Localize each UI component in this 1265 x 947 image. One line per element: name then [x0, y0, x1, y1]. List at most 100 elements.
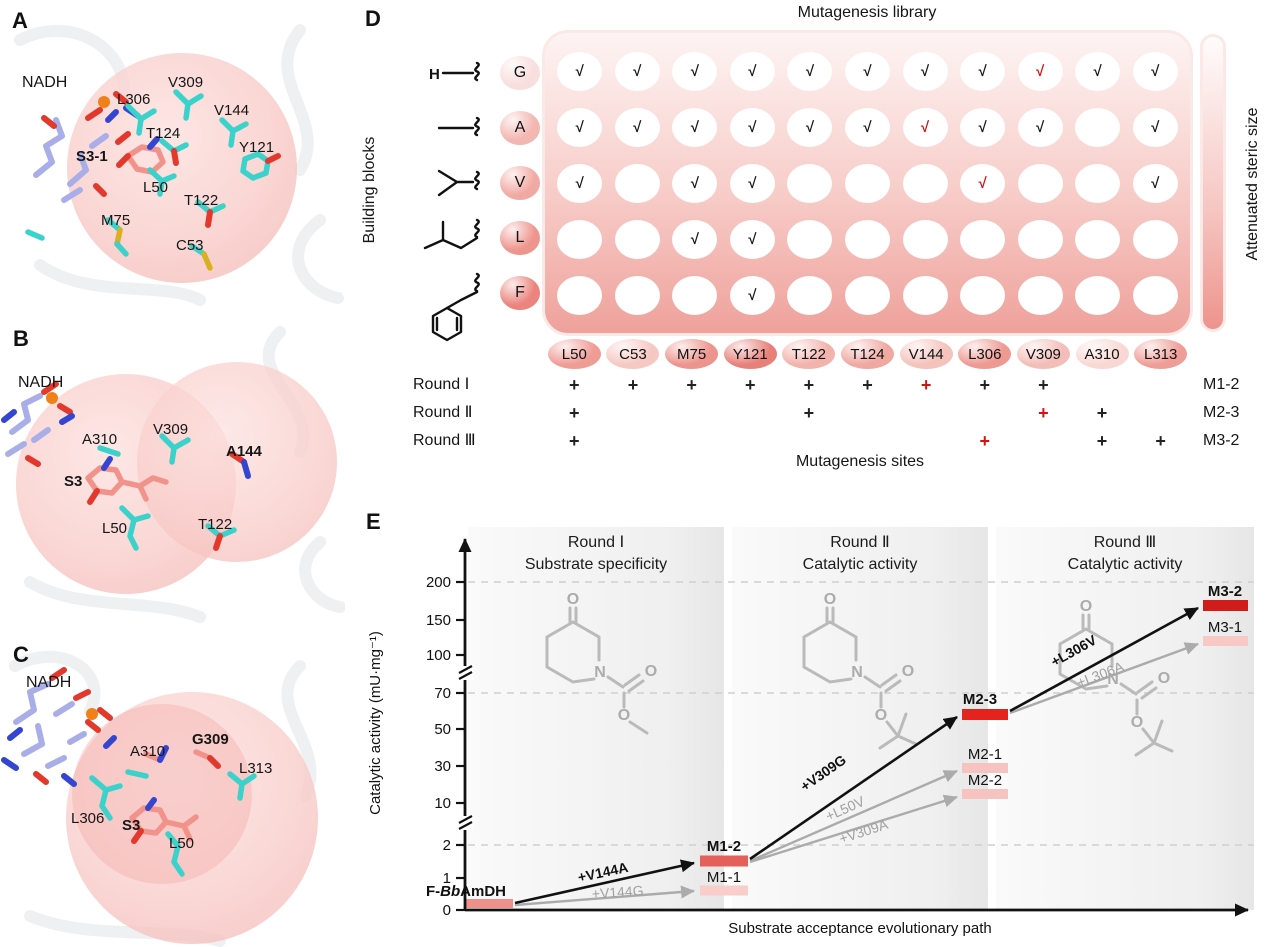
library-well-grid: √ √ √ √ √ √ √ √ √ √ √ √ √ √ √ √ √ √ √ √ √ √ √ √ √ √ √ √ √ — [545, 33, 1190, 333]
check-icon: √ — [690, 62, 699, 80]
svg-text:10: 10 — [434, 795, 451, 812]
round-3-band — [996, 527, 1254, 910]
selection-plus: + — [920, 375, 932, 395]
library-well — [902, 163, 948, 203]
library-title: Mutagenesis library — [797, 4, 937, 21]
residue-label-l50: L50 — [102, 520, 128, 537]
check-icon: √ — [575, 174, 584, 192]
library-well: √ — [729, 163, 775, 203]
panel-b-structure: B NADH A310 V309 A144 S3 L50 T122 — [0, 312, 345, 625]
residue-label-v144: V144 — [214, 102, 250, 119]
round-3-title: Round Ⅲ — [1094, 534, 1157, 551]
check-icon: √ — [748, 230, 757, 248]
ketone-o: O — [567, 591, 579, 608]
library-well: √ — [1132, 107, 1178, 147]
ketone-o: O — [1080, 598, 1092, 615]
phosphorus-atom — [98, 96, 110, 108]
residue-label-t122: T122 — [184, 192, 219, 209]
selection-plus: + — [627, 375, 639, 395]
mutation-label-v144g: +V144G — [591, 882, 644, 902]
selection-plus: + — [1038, 375, 1049, 395]
residue-label-y121: Y121 — [239, 139, 275, 156]
svg-text:0: 0 — [443, 902, 451, 919]
library-well — [844, 275, 890, 315]
arrow-v144a — [514, 859, 695, 905]
library-well: √ — [614, 51, 660, 91]
round-3-plus-row: + + + + — [545, 428, 1190, 454]
building-blocks-axis-label: Building blocks — [361, 136, 378, 244]
library-well: √ — [1132, 51, 1178, 91]
library-well — [844, 219, 890, 259]
check-icon: √ — [978, 118, 987, 136]
selection-plus: + — [1096, 403, 1108, 423]
protein-scene-b — [1, 326, 345, 623]
library-well — [787, 163, 833, 203]
y-ticks — [456, 580, 465, 912]
bar-m2-3 — [962, 709, 1008, 720]
round-2-result: M2-3 — [1203, 404, 1240, 421]
svg-text:30: 30 — [434, 758, 451, 775]
bar-m3-1 — [1203, 636, 1248, 646]
selection-plus: + — [803, 375, 815, 395]
structure-hydrogen: H — [429, 61, 480, 83]
svg-text:2: 2 — [443, 837, 451, 854]
library-well — [902, 219, 948, 259]
arrow-v309a — [749, 794, 958, 864]
svg-text:100: 100 — [426, 647, 451, 664]
mutagenesis-site-l313: L313 — [1134, 339, 1188, 369]
check-icon: √ — [863, 62, 872, 80]
mutagenesis-site-t124: T124 — [840, 339, 894, 369]
selection-plus: + — [1096, 431, 1108, 451]
library-well: √ — [960, 107, 1006, 147]
check-icon: √ — [690, 118, 699, 136]
library-well: √ — [787, 51, 833, 91]
library-well — [1132, 275, 1178, 315]
substrate-structure-round3: O N O O — [1058, 598, 1174, 757]
label-m2-1: M2-1 — [968, 746, 1002, 763]
phosphorus-atom — [46, 392, 58, 404]
ester-o: O — [875, 707, 887, 724]
check-icon: √ — [690, 230, 699, 248]
mutation-arrows — [514, 606, 1199, 907]
structure-benzyl — [431, 272, 480, 342]
library-well: √ — [1017, 107, 1063, 147]
selection-plus: + — [569, 375, 580, 395]
round-1-band — [468, 527, 724, 910]
phosphorus-atom — [86, 708, 98, 720]
y-tick-labels: 200 150 100 70 50 30 10 2 1 0 — [426, 574, 451, 919]
round-3-result: M3-2 — [1203, 432, 1240, 449]
check-icon: √ — [748, 174, 757, 192]
panel-tag-d: D — [365, 6, 381, 31]
arrow-v309g — [749, 715, 958, 861]
protein-scene-c — [1, 650, 318, 947]
library-well — [1017, 163, 1063, 203]
round-2-plus-row: + + + + — [545, 400, 1190, 426]
evolution-chart: Round Ⅰ Substrate specificity Round Ⅱ Ca… — [367, 527, 1254, 937]
activity-bars — [464, 600, 1248, 908]
arrow-l50v — [749, 769, 958, 863]
label-m1-1: M1-1 — [707, 869, 741, 886]
library-well: √ — [557, 51, 603, 91]
label-m3-2: M3-2 — [1208, 583, 1242, 600]
library-well: √ — [557, 107, 603, 147]
substrate-label-s3: S3 — [64, 473, 83, 490]
residue-label-a310: A310 — [130, 743, 166, 760]
check-icon: √ — [1036, 118, 1045, 136]
nadh-sticks — [1, 381, 75, 467]
steric-size-gradient-bar — [1200, 34, 1226, 332]
mutagenesis-site-l306: L306 — [958, 339, 1012, 369]
panel-c-structure: C NADH A310 G309 L313 L306 S3 L50 — [0, 626, 345, 947]
panel-a-structure: A NADH L306 V309 V144 T124 Y121 S3-1 L50… — [0, 0, 345, 310]
panel-tag-b: B — [13, 326, 29, 351]
round-1-subtitle: Substrate specificity — [525, 556, 667, 573]
residue-label-v309: V309 — [168, 74, 204, 91]
residue-label-m75: M75 — [101, 212, 131, 229]
mutagenesis-site-y121: Y121 — [723, 339, 777, 369]
library-well: √ — [960, 51, 1006, 91]
library-well — [614, 219, 660, 259]
x-axis-label: Substrate acceptance evolutionary path — [728, 920, 992, 937]
round-headers: Round Ⅰ Substrate specificity Round Ⅱ Ca… — [525, 534, 1182, 573]
label-m2-2: M2-2 — [968, 772, 1002, 789]
residue-sticks — [89, 745, 257, 877]
library-well — [1017, 219, 1063, 259]
